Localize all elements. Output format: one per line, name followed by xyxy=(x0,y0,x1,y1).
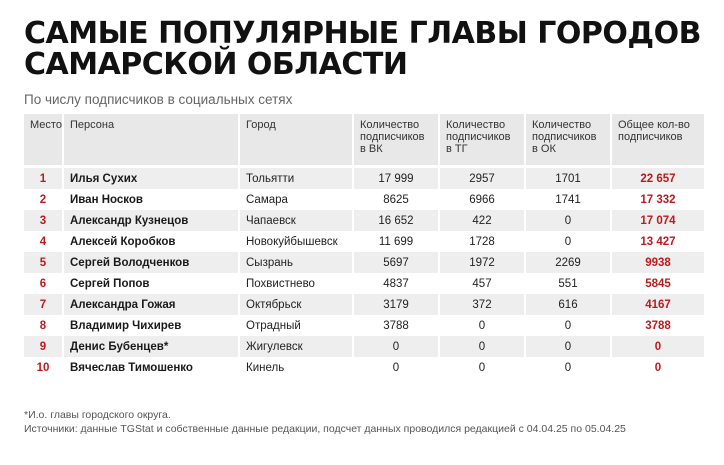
tg-cell: 2957 xyxy=(440,168,526,189)
total-cell: 13 427 xyxy=(612,231,704,252)
total-cell: 0 xyxy=(612,357,704,378)
rank-cell: 1 xyxy=(24,168,64,189)
total-cell: 17 332 xyxy=(612,189,704,210)
tg-cell: 1728 xyxy=(440,231,526,252)
ok-cell: 551 xyxy=(526,273,612,294)
header-city: Город xyxy=(240,114,354,165)
total-cell: 17 074 xyxy=(612,210,704,231)
ok-cell: 0 xyxy=(526,357,612,378)
city-cell: Чапаевск xyxy=(240,210,354,231)
table-row: 9 Денис Бубенцев* Жигулевск 0 0 0 0 xyxy=(24,336,704,357)
footnote: *И.о. главы городского округа. xyxy=(24,409,171,421)
footer-notes: *И.о. главы городского округа. Источники… xyxy=(24,408,626,436)
person-cell: Иван Носков xyxy=(64,189,240,210)
table-row: 1 Илья Сухих Тольятти 17 999 2957 1701 2… xyxy=(24,168,704,189)
vk-cell: 0 xyxy=(354,357,440,378)
total-cell: 3788 xyxy=(612,315,704,336)
rank-cell: 6 xyxy=(24,273,64,294)
title-line-2: САМАРСКОЙ ОБЛАСТИ xyxy=(24,47,408,82)
tg-cell: 457 xyxy=(440,273,526,294)
vk-cell: 11 699 xyxy=(354,231,440,252)
tg-cell: 0 xyxy=(440,357,526,378)
city-cell: Самара xyxy=(240,189,354,210)
table-row: 3 Александр Кузнецов Чапаевск 16 652 422… xyxy=(24,210,704,231)
person-cell: Сергей Попов xyxy=(64,273,240,294)
table-row: 6 Сергей Попов Похвистнево 4837 457 551 … xyxy=(24,273,704,294)
person-cell: Илья Сухих xyxy=(64,168,240,189)
page-title: САМЫЕ ПОПУЛЯРНЫЕ ГЛАВЫ ГОРОДОВ САМАРСКОЙ… xyxy=(24,18,704,80)
total-cell: 5845 xyxy=(612,273,704,294)
person-cell: Алексей Коробков xyxy=(64,231,240,252)
ranking-table: Место Персона Город Количество подписчик… xyxy=(24,114,704,378)
city-cell: Новокуйбышевск xyxy=(240,231,354,252)
rank-cell: 5 xyxy=(24,252,64,273)
ok-cell: 1741 xyxy=(526,189,612,210)
tg-cell: 0 xyxy=(440,315,526,336)
total-cell: 0 xyxy=(612,336,704,357)
person-cell: Владимир Чихирев xyxy=(64,315,240,336)
vk-cell: 17 999 xyxy=(354,168,440,189)
ok-cell: 2269 xyxy=(526,252,612,273)
table-row: 10 Вячеслав Тимошенко Кинель 0 0 0 0 xyxy=(24,357,704,378)
city-cell: Октябрьск xyxy=(240,294,354,315)
title-line-1: САМЫЕ ПОПУЛЯРНЫЕ ГЛАВЫ ГОРОДОВ xyxy=(24,16,701,51)
rank-cell: 9 xyxy=(24,336,64,357)
vk-cell: 5697 xyxy=(354,252,440,273)
table-row: 5 Сергей Володченков Сызрань 5697 1972 2… xyxy=(24,252,704,273)
rank-cell: 4 xyxy=(24,231,64,252)
vk-cell: 3179 xyxy=(354,294,440,315)
city-cell: Жигулевск xyxy=(240,336,354,357)
person-cell: Сергей Володченков xyxy=(64,252,240,273)
total-cell: 9938 xyxy=(612,252,704,273)
rank-cell: 10 xyxy=(24,357,64,378)
tg-cell: 372 xyxy=(440,294,526,315)
table-row: 7 Александра Гожая Октябрьск 3179 372 61… xyxy=(24,294,704,315)
city-cell: Отрадный xyxy=(240,315,354,336)
rank-cell: 2 xyxy=(24,189,64,210)
table-header-row: Место Персона Город Количество подписчик… xyxy=(24,114,704,165)
rank-cell: 3 xyxy=(24,210,64,231)
city-cell: Кинель xyxy=(240,357,354,378)
tg-cell: 1972 xyxy=(440,252,526,273)
table-row: 2 Иван Носков Самара 8625 6966 1741 17 3… xyxy=(24,189,704,210)
header-rank: Место xyxy=(24,114,64,165)
header-total: Общее кол-во подписчиков xyxy=(612,114,704,165)
city-cell: Сызрань xyxy=(240,252,354,273)
city-cell: Тольятти xyxy=(240,168,354,189)
sources-note: Источники: данные TGStat и собственные д… xyxy=(24,423,626,435)
rank-cell: 7 xyxy=(24,294,64,315)
vk-cell: 3788 xyxy=(354,315,440,336)
vk-cell: 8625 xyxy=(354,189,440,210)
person-cell: Александр Кузнецов xyxy=(64,210,240,231)
vk-cell: 4837 xyxy=(354,273,440,294)
vk-cell: 0 xyxy=(354,336,440,357)
person-cell: Денис Бубенцев* xyxy=(64,336,240,357)
tg-cell: 422 xyxy=(440,210,526,231)
person-cell: Вячеслав Тимошенко xyxy=(64,357,240,378)
header-vk: Количество подписчиков в ВК xyxy=(354,114,440,165)
ok-cell: 0 xyxy=(526,231,612,252)
header-ok: Количество подписчиков в ОК xyxy=(526,114,612,165)
ok-cell: 616 xyxy=(526,294,612,315)
total-cell: 4167 xyxy=(612,294,704,315)
ok-cell: 1701 xyxy=(526,168,612,189)
tg-cell: 0 xyxy=(440,336,526,357)
ok-cell: 0 xyxy=(526,315,612,336)
subtitle: По числу подписчиков в социальных сетях xyxy=(24,92,293,107)
person-cell: Александра Гожая xyxy=(64,294,240,315)
total-cell: 22 657 xyxy=(612,168,704,189)
ok-cell: 0 xyxy=(526,210,612,231)
city-cell: Похвистнево xyxy=(240,273,354,294)
tg-cell: 6966 xyxy=(440,189,526,210)
vk-cell: 16 652 xyxy=(354,210,440,231)
table-row: 8 Владимир Чихирев Отрадный 3788 0 0 378… xyxy=(24,315,704,336)
header-person: Персона xyxy=(64,114,240,165)
rank-cell: 8 xyxy=(24,315,64,336)
header-tg: Количество подписчиков в ТГ xyxy=(440,114,526,165)
ok-cell: 0 xyxy=(526,336,612,357)
table-row: 4 Алексей Коробков Новокуйбышевск 11 699… xyxy=(24,231,704,252)
